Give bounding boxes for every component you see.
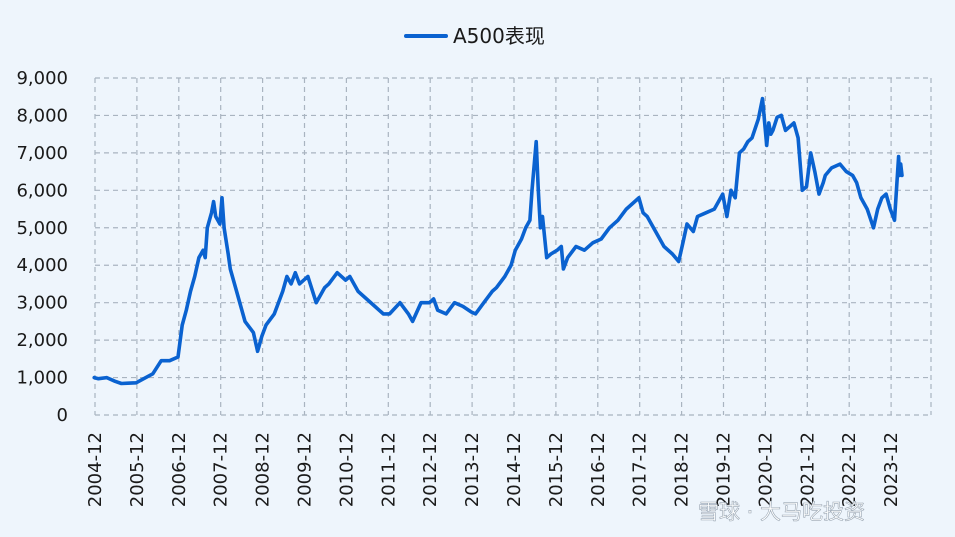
x-tick-label: 2010-12 (336, 432, 357, 507)
y-tick-label: 4,000 (16, 255, 68, 276)
y-tick-label: 5,000 (16, 218, 68, 239)
y-tick-label: 0 (57, 405, 68, 426)
x-tick-label: 2008-12 (253, 432, 274, 507)
x-tick-label: 2018-12 (672, 432, 693, 507)
y-axis-ticks: 0 1,000 2,000 3,000 4,000 5,000 6,000 7,000 8,00… (16, 68, 68, 426)
y-tick-label: 9,000 (16, 68, 68, 89)
x-tick-label: 2016-12 (588, 432, 609, 507)
x-tick-label: 2009-12 (295, 432, 316, 507)
grid (94, 77, 932, 416)
series-layer (92, 96, 904, 386)
watermark: 雪球 · 大马吃投资 (698, 500, 866, 525)
y-tick-label: 6,000 (16, 180, 68, 201)
x-tick-label: 2012-12 (420, 432, 441, 507)
x-tick-label: 2004-12 (85, 432, 106, 507)
x-tick-label: 2019-12 (714, 432, 735, 507)
x-tick-label: 2006-12 (169, 432, 190, 507)
x-tick-label: 2021-12 (797, 432, 818, 507)
y-tick-label: 2,000 (16, 330, 68, 351)
x-tick-label: 2022-12 (839, 432, 860, 507)
x-tick-label: 2005-12 (127, 432, 148, 507)
watermark-text: 雪球 · 大马吃投资 (698, 500, 865, 524)
y-tick-label: 3,000 (16, 293, 68, 314)
x-tick-label: 2017-12 (630, 432, 651, 507)
x-tick-label: 2015-12 (546, 432, 567, 507)
x-tick-label: 2014-12 (504, 432, 525, 507)
x-tick-label: 2020-12 (755, 432, 776, 507)
x-tick-label: 2007-12 (211, 432, 232, 507)
y-tick-label: 1,000 (16, 368, 68, 389)
x-tick-label: 2011-12 (378, 432, 399, 507)
legend-label: A500表现 (453, 24, 545, 48)
series-line-a500 (92, 96, 904, 386)
y-tick-label: 8,000 (16, 105, 68, 126)
legend: A500表现 (404, 24, 545, 48)
x-tick-label: 2013-12 (462, 432, 483, 507)
y-tick-label: 7,000 (16, 143, 68, 164)
x-tick-label: 2023-12 (881, 432, 902, 507)
x-axis-ticks: 2004-12 2005-12 2006-12 2007-12 2008-12 2009-… (85, 432, 902, 507)
